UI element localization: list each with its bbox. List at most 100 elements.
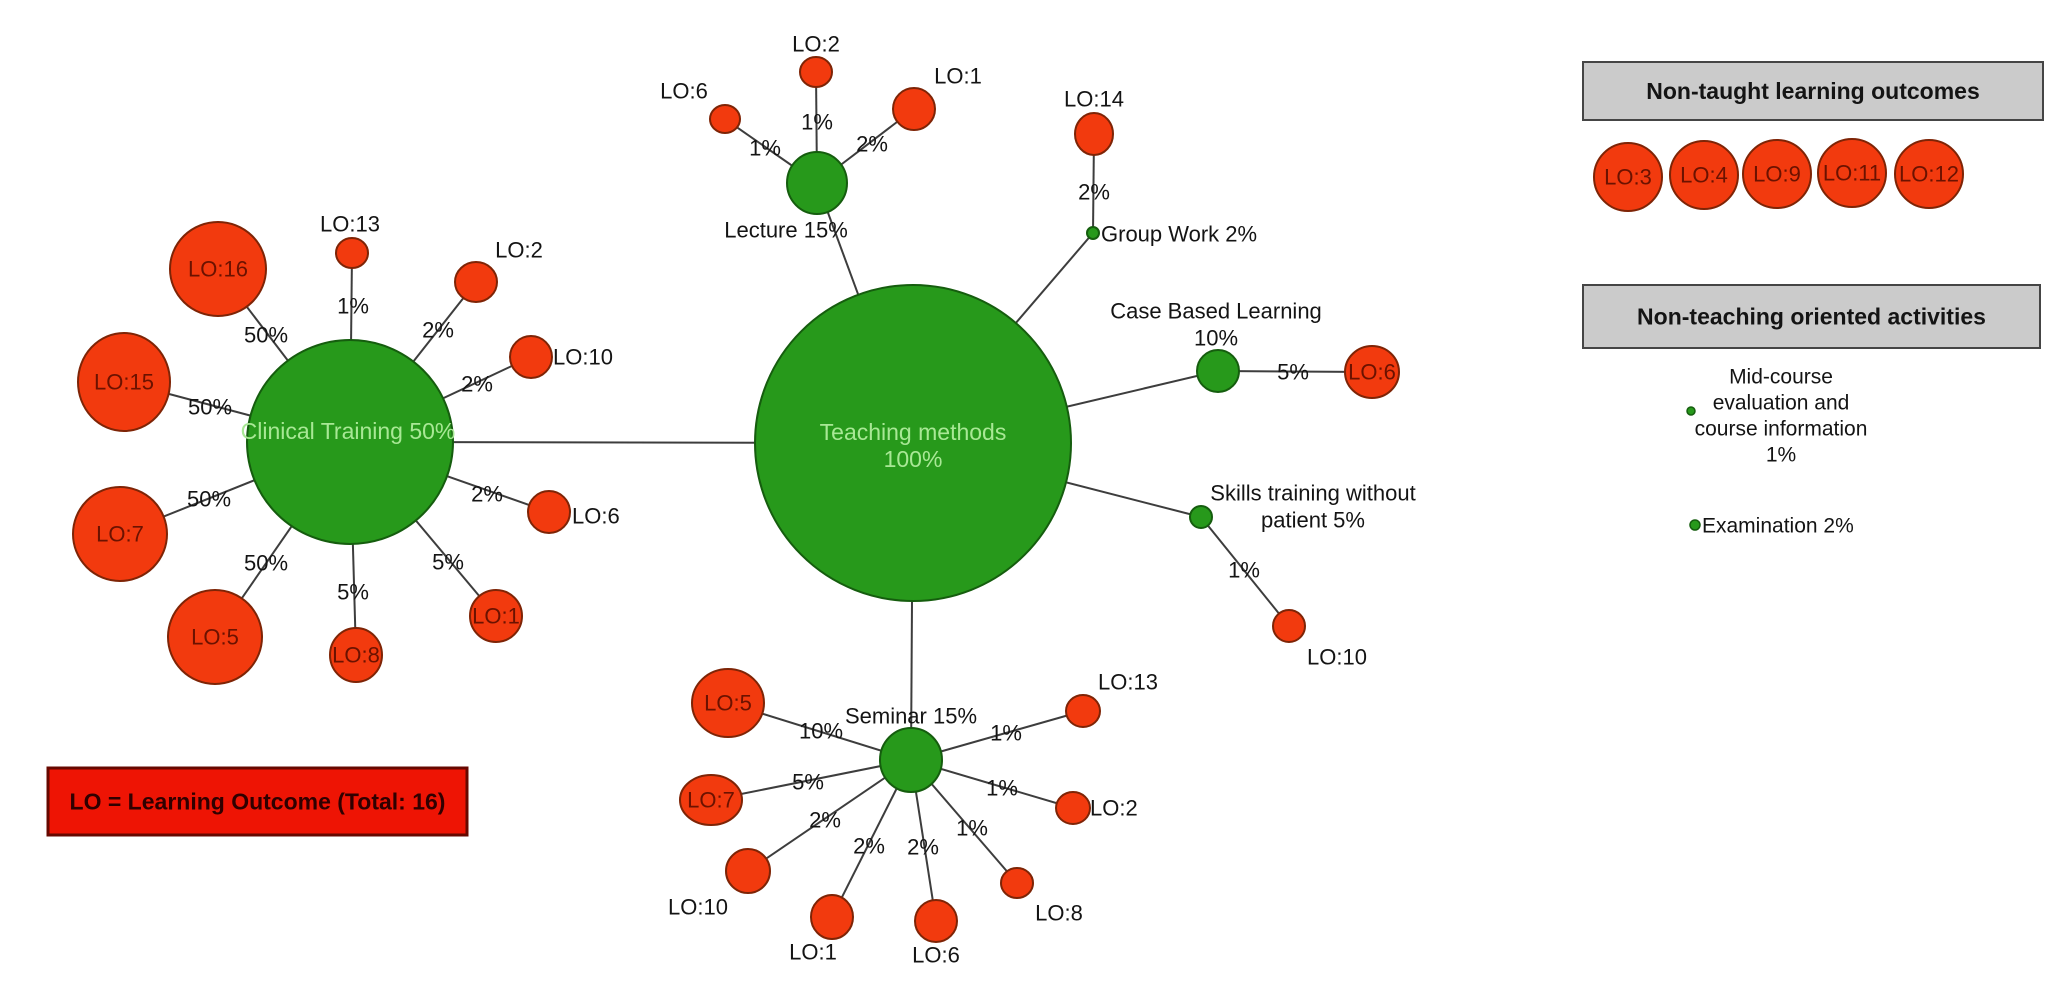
node-lecture-lo-1 [892, 87, 936, 131]
label-case-based-learning-line-2: 10% [1194, 326, 1238, 351]
label-clinical-training-lo-16: LO:16 [188, 257, 248, 282]
label-non-taught-lo-3: LO:3 [1604, 165, 1652, 190]
label-seminar-lo-5: LO:5 [704, 691, 752, 716]
label-clinical-training-lo-1: LO:1 [472, 604, 520, 629]
label-non-teaching-item-mid-course-line-3: course information [1695, 417, 1868, 440]
edge-label-clinical-training-lo-5: 50% [244, 551, 288, 576]
label-clinical-training: Clinical Training 50% [241, 418, 456, 444]
label-non-taught-lo-11: LO:11 [1823, 161, 1881, 186]
edge-label-skills-training-without-patient-lo-10: 1% [1228, 558, 1260, 583]
label-non-teaching-item-examination-2-line-1: Examination 2% [1702, 514, 1854, 537]
label-teaching-methods-line-1: Teaching methods [820, 419, 1007, 445]
edge-seminar-lo-10 [747, 759, 912, 872]
label-clinical-training-lo-10: LO:10 [553, 345, 613, 370]
label-clinical-training-lo-13: LO:13 [320, 212, 380, 237]
label-seminar: Seminar 15% [845, 704, 977, 729]
label-clinical-training-lo-5: LO:5 [191, 625, 239, 650]
node-clinical-training-lo-10 [509, 335, 553, 379]
label-case-based-learning-line-1: Case Based Learning [1110, 299, 1322, 324]
edge-label-lecture-lo-6: 1% [749, 136, 781, 161]
panel-header-non-taught-title: Non-taught learning outcomes [1646, 78, 1980, 104]
node-non-taught-lo-12 [1894, 139, 1964, 209]
label-group-work-lo-14: LO:14 [1064, 87, 1124, 112]
node-clinical-training-lo-15 [77, 332, 171, 432]
edge-label-clinical-training-lo-6: 2% [471, 482, 503, 507]
node-clinical-training-lo-7 [72, 486, 168, 582]
node-clinical-training [246, 339, 454, 545]
label-lecture-lo-6: LO:6 [660, 79, 708, 104]
label-clinical-training-lo-6: LO:6 [572, 504, 620, 529]
node-clinical-training-lo-5 [167, 589, 263, 685]
panel-header-non-teaching-title: Non-teaching oriented activities [1637, 304, 1986, 330]
node-lecture-lo-2 [799, 56, 833, 88]
node-non-taught-lo-11 [1817, 138, 1887, 208]
label-clinical-training-lo-2: LO:2 [495, 238, 543, 263]
label-non-taught-lo-4: LO:4 [1680, 163, 1728, 188]
non-teaching-item-mid-course-dot [1686, 406, 1696, 416]
node-non-taught-lo-9 [1742, 139, 1812, 209]
label-lecture-lo-2: LO:2 [792, 32, 840, 57]
node-group-work [1086, 226, 1100, 240]
edge-seminar-lo-7 [710, 759, 912, 801]
label-skills-training-without-patient-lo-10: LO:10 [1307, 645, 1367, 670]
node-clinical-training-lo-1 [469, 589, 523, 643]
node-case-based-learning [1196, 349, 1240, 393]
node-seminar-lo-8 [1000, 867, 1034, 899]
label-seminar-lo-6: LO:6 [912, 943, 960, 968]
legend-text: LO = Learning Outcome (Total: 16) [70, 789, 446, 815]
edge-label-group-work-lo-14: 2% [1078, 180, 1110, 205]
panel-header-non-taught-box [1582, 61, 2044, 121]
edge-label-seminar-lo-5: 10% [799, 719, 843, 744]
node-skills-training-without-patient-lo-10 [1272, 609, 1306, 643]
label-seminar-lo-8: LO:8 [1035, 901, 1083, 926]
label-seminar-lo-7: LO:7 [687, 788, 735, 813]
label-seminar-lo-10: LO:10 [668, 895, 728, 920]
label-teaching-methods-line-2: 100% [884, 446, 943, 472]
label-non-taught-lo-12: LO:12 [1899, 162, 1959, 187]
label-seminar-lo-2: LO:2 [1090, 796, 1138, 821]
label-clinical-training-lo-15: LO:15 [94, 370, 154, 395]
edge-label-seminar-lo-7: 5% [792, 770, 824, 795]
edge-label-clinical-training-lo-13: 1% [337, 294, 369, 319]
node-non-taught-lo-4 [1669, 140, 1739, 210]
label-seminar-lo-13: LO:13 [1098, 670, 1158, 695]
edge-label-clinical-training-lo-15: 50% [188, 395, 232, 420]
node-seminar-lo-5 [691, 668, 765, 738]
edge-label-seminar-lo-2: 1% [986, 776, 1018, 801]
node-clinical-training-lo-13 [335, 237, 369, 269]
node-clinical-training-lo-6 [527, 490, 571, 534]
label-clinical-training-lo-8: LO:8 [332, 643, 380, 668]
edge-label-seminar-lo-10: 2% [809, 808, 841, 833]
edge-label-seminar-lo-6: 2% [907, 835, 939, 860]
edge-label-case-based-learning-lo-6: 5% [1277, 360, 1309, 385]
node-seminar-lo-1 [810, 894, 854, 940]
edge-label-clinical-training-lo-7: 50% [187, 487, 231, 512]
edge-skills-training-without-patient-lo-10 [1200, 516, 1290, 627]
non-teaching-item-examination-2-dot [1689, 519, 1701, 531]
legend-box [46, 766, 469, 837]
node-group-work-lo-14 [1074, 112, 1114, 156]
edge-label-seminar-lo-13: 1% [990, 721, 1022, 746]
label-non-teaching-item-mid-course-line-1: Mid-course [1729, 365, 1833, 388]
label-clinical-training-lo-7: LO:7 [96, 522, 144, 547]
node-seminar-lo-13 [1065, 694, 1101, 728]
node-seminar-lo-2 [1055, 791, 1091, 825]
panel-header-non-teaching-box [1582, 284, 2041, 349]
node-seminar-lo-6 [914, 899, 958, 943]
edge-label-lecture-lo-2: 1% [801, 110, 833, 135]
label-lecture: Lecture 15% [724, 218, 848, 243]
node-lecture-lo-6 [709, 104, 741, 134]
node-clinical-training-lo-8 [329, 627, 383, 683]
label-non-teaching-item-mid-course-line-4: 1% [1766, 443, 1796, 466]
label-skills-training-without-patient-line-1: Skills training without [1210, 481, 1415, 506]
node-seminar-lo-10 [725, 848, 771, 894]
label-seminar-lo-1: LO:1 [789, 940, 837, 965]
label-non-teaching-item-mid-course-line-2: evaluation and [1713, 391, 1850, 414]
node-lecture [786, 151, 848, 215]
edge-label-clinical-training-lo-2: 2% [422, 318, 454, 343]
edge-label-seminar-lo-8: 1% [956, 816, 988, 841]
label-case-based-learning-lo-6: LO:6 [1348, 360, 1396, 385]
edge-label-lecture-lo-1: 2% [856, 132, 888, 157]
